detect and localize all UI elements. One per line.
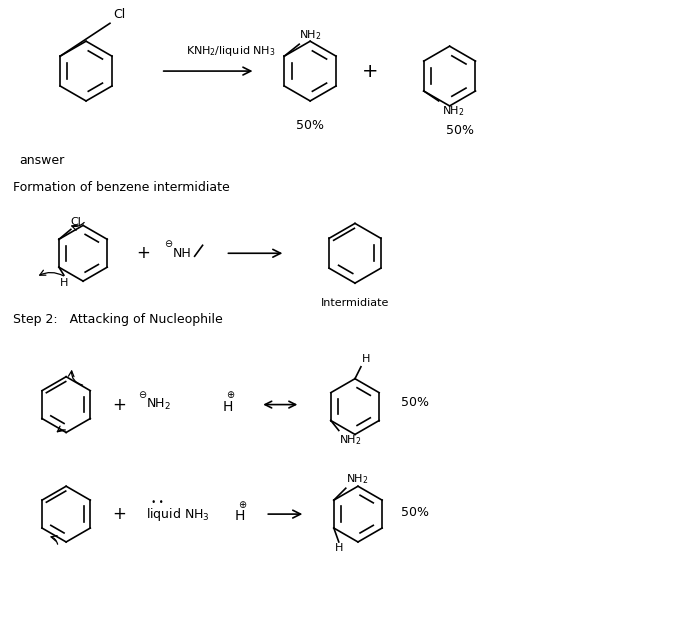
Text: KNH$_2$/liquid NH$_3$: KNH$_2$/liquid NH$_3$	[186, 44, 275, 58]
Text: 50%: 50%	[400, 506, 428, 519]
Text: H: H	[335, 543, 343, 553]
Text: 50%: 50%	[296, 119, 324, 132]
Text: +: +	[136, 244, 150, 262]
Text: $\oplus$: $\oplus$	[238, 499, 247, 509]
Text: Formation of benzene intermidiate: Formation of benzene intermidiate	[13, 181, 230, 194]
Text: $\oplus$: $\oplus$	[226, 389, 235, 400]
Text: +: +	[362, 62, 378, 81]
Text: 50%: 50%	[400, 396, 428, 409]
Text: $\ominus$: $\ominus$	[164, 238, 174, 249]
Text: 50%: 50%	[446, 124, 474, 138]
Text: NH$_2$: NH$_2$	[346, 472, 368, 486]
Text: Cl: Cl	[71, 217, 82, 227]
Text: Intermidiate: Intermidiate	[321, 298, 389, 308]
Text: • •: • •	[146, 498, 163, 507]
Text: Cl: Cl	[113, 8, 125, 21]
Text: H: H	[60, 278, 68, 288]
Text: H: H	[223, 399, 232, 414]
Text: answer: answer	[20, 154, 64, 167]
Text: Step 2:   Attacking of Nucleophile: Step 2: Attacking of Nucleophile	[13, 314, 223, 326]
Text: H: H	[362, 354, 370, 364]
Text: +: +	[112, 396, 126, 414]
Text: $\ominus$: $\ominus$	[138, 389, 148, 400]
Text: NH$_2$: NH$_2$	[146, 397, 171, 412]
Text: NH$_2$: NH$_2$	[442, 104, 464, 118]
Text: H: H	[234, 509, 244, 523]
Text: NH: NH	[173, 247, 192, 260]
Text: liquid NH$_3$: liquid NH$_3$	[146, 506, 209, 522]
Text: NH$_2$: NH$_2$	[339, 434, 361, 447]
Text: +: +	[112, 505, 126, 523]
Text: NH$_2$: NH$_2$	[299, 28, 322, 42]
